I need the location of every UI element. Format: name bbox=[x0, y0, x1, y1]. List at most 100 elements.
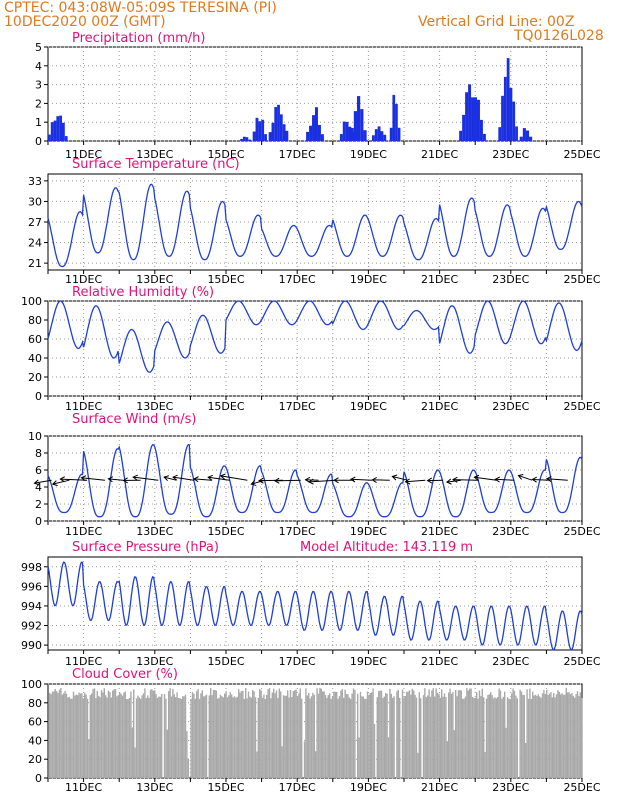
cloud-bar bbox=[147, 695, 149, 778]
cloud-bar bbox=[161, 693, 163, 778]
cloud-bar bbox=[289, 690, 292, 778]
precip-bar bbox=[462, 114, 466, 141]
wind-arrow bbox=[208, 476, 230, 481]
cloud-bar bbox=[238, 689, 240, 778]
wind-arrow bbox=[163, 476, 177, 481]
cloud-bar bbox=[483, 697, 485, 778]
wind-arrow bbox=[133, 476, 159, 481]
xtick-label: 25DEC bbox=[563, 273, 600, 286]
precip-bar bbox=[383, 134, 387, 141]
cloud-bar bbox=[515, 695, 517, 778]
precip-bar bbox=[501, 95, 504, 141]
cloud-bar bbox=[149, 689, 152, 778]
xtick-label: 15DEC bbox=[207, 400, 244, 413]
cloud-bar bbox=[476, 692, 478, 778]
cloud-bar bbox=[249, 696, 251, 778]
cloud-bar bbox=[478, 690, 481, 778]
xtick-label: 19DEC bbox=[350, 273, 387, 286]
cloud-bar bbox=[60, 688, 62, 778]
cloud-bar bbox=[529, 688, 531, 778]
cloud-bar bbox=[509, 699, 511, 778]
panel-temp: Surface Temperature (nC) 21 24 27 30 33 11DEC 1… bbox=[28, 157, 601, 286]
xtick-label: 11DEC bbox=[65, 781, 102, 794]
wind-arrow-head bbox=[371, 476, 377, 483]
cloud-bar bbox=[184, 694, 187, 778]
cloud-bar bbox=[165, 698, 167, 778]
wind-arrow-head bbox=[545, 475, 552, 482]
cloud-bar bbox=[96, 690, 98, 778]
cloud-bar bbox=[200, 693, 202, 778]
wind-arrow-head bbox=[193, 476, 199, 483]
cloud-bar bbox=[581, 698, 583, 778]
cloud-bar bbox=[256, 751, 258, 778]
cloud-bar bbox=[418, 692, 420, 778]
xtick-label: 15DEC bbox=[207, 655, 244, 668]
xtick-label: 23DEC bbox=[492, 781, 529, 794]
panel-title: Surface Pressure (hPa) bbox=[72, 540, 219, 555]
cloud-bar bbox=[278, 688, 280, 778]
cloud-bar bbox=[505, 727, 507, 778]
xtick-label: 21DEC bbox=[421, 273, 458, 286]
cloud-bar bbox=[435, 688, 437, 778]
cloud-bar bbox=[315, 751, 317, 778]
cloud-bar bbox=[414, 694, 416, 778]
cloud-bar bbox=[351, 693, 353, 778]
precip-bar bbox=[348, 126, 352, 141]
wind-arrow-head bbox=[122, 477, 128, 484]
cloud-bar bbox=[494, 697, 496, 778]
cloud-bar bbox=[372, 688, 374, 778]
xtick-label: 21DEC bbox=[421, 148, 458, 161]
precip-bar bbox=[371, 135, 375, 141]
precip-bar bbox=[50, 122, 54, 141]
cloud-bar bbox=[88, 739, 90, 778]
xtick-label: 15DEC bbox=[207, 148, 244, 161]
cloud-bar bbox=[539, 696, 541, 778]
cloud-bar bbox=[130, 691, 132, 778]
precip-bar bbox=[271, 122, 275, 141]
cloud-bar bbox=[208, 695, 210, 778]
cloud-bar bbox=[219, 694, 222, 778]
cloud-bar bbox=[270, 698, 272, 778]
cloud-bar bbox=[214, 689, 216, 778]
xtick-label: 19DEC bbox=[350, 525, 387, 538]
cloud-bar bbox=[473, 697, 475, 778]
cloud-bar bbox=[268, 688, 271, 778]
cloud-bar bbox=[466, 687, 468, 778]
cloud-bar bbox=[114, 689, 117, 778]
cloud-bar bbox=[284, 695, 286, 778]
wind-arrow bbox=[172, 476, 195, 481]
cloud-bar bbox=[225, 691, 227, 778]
ytick-label: 0 bbox=[35, 772, 42, 785]
cloud-bar bbox=[267, 689, 269, 778]
cloud-bar bbox=[415, 697, 418, 778]
wind-arrow-head bbox=[494, 476, 501, 483]
cloud-bar bbox=[340, 690, 342, 778]
wind-arrow-head bbox=[258, 477, 264, 484]
cloud-bar bbox=[463, 698, 465, 778]
cloud-bar bbox=[204, 695, 206, 778]
cloud-bar bbox=[98, 695, 100, 778]
precip-bar bbox=[515, 126, 518, 141]
xtick-label: 17DEC bbox=[279, 525, 316, 538]
cloud-bar bbox=[74, 695, 76, 778]
cloud-bar bbox=[226, 697, 229, 778]
cloud-bar bbox=[211, 695, 213, 778]
cloud-bar bbox=[324, 695, 327, 778]
cloud-bar bbox=[75, 694, 77, 778]
wind-arrow bbox=[220, 475, 248, 481]
cloud-bar bbox=[305, 688, 307, 778]
precip-bar bbox=[59, 115, 62, 141]
cloud-bar bbox=[107, 690, 110, 778]
cloud-bar bbox=[345, 693, 348, 778]
cloud-bar bbox=[456, 696, 458, 778]
cloud-bar bbox=[455, 690, 457, 778]
cloud-bar bbox=[135, 698, 138, 778]
cloud-bar bbox=[93, 688, 96, 778]
precip-bar bbox=[377, 126, 381, 141]
cloud-bar bbox=[198, 698, 201, 778]
cloud-bar bbox=[148, 697, 150, 778]
cloud-bar bbox=[231, 694, 233, 778]
xtick-label: 25DEC bbox=[563, 655, 600, 668]
cloud-bar bbox=[159, 696, 161, 778]
precip-bar bbox=[395, 103, 398, 141]
